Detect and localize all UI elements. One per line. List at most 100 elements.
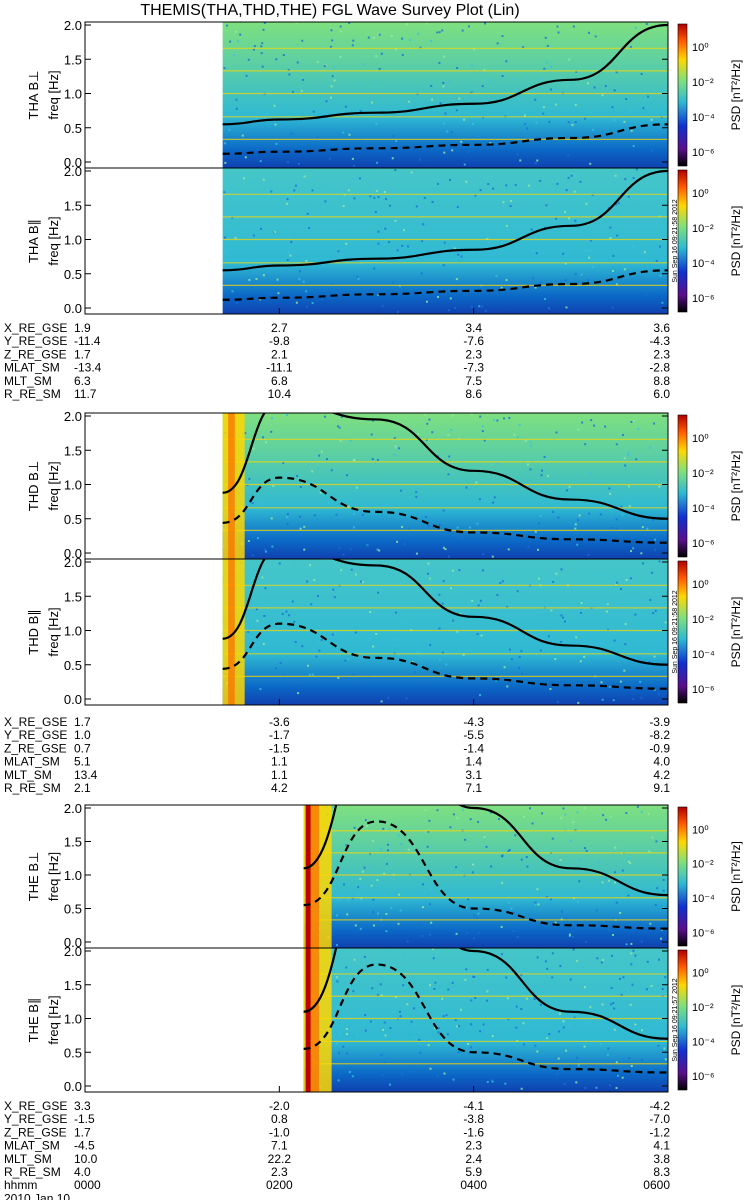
noise-pixel	[371, 458, 374, 461]
noise-pixel	[375, 632, 378, 635]
noise-pixel	[640, 696, 643, 699]
noise-pixel	[509, 205, 512, 208]
noise-pixel	[556, 1073, 559, 1076]
noise-pixel	[470, 91, 473, 94]
ephemeris-label: MLT_SM	[4, 374, 52, 388]
noise-pixel	[290, 291, 293, 294]
noise-pixel	[461, 29, 464, 32]
ephemeris-value: -1.5	[74, 1112, 95, 1126]
noise-pixel	[372, 840, 375, 843]
noise-pixel	[655, 259, 658, 262]
noise-pixel	[348, 22, 351, 25]
noise-pixel	[387, 696, 390, 699]
noise-pixel	[428, 418, 431, 421]
noise-pixel	[429, 1067, 432, 1070]
ephemeris-value: 1.9	[74, 321, 91, 335]
noise-pixel	[351, 897, 354, 900]
noise-pixel	[415, 552, 418, 555]
noise-pixel	[618, 953, 621, 956]
noise-pixel	[612, 1002, 615, 1005]
noise-pixel	[296, 475, 299, 478]
noise-pixel	[481, 430, 484, 433]
noise-pixel	[451, 981, 454, 984]
noise-pixel	[595, 983, 598, 986]
noise-pixel	[477, 931, 480, 934]
noise-pixel	[634, 613, 637, 616]
noise-pixel	[391, 157, 394, 160]
noise-pixel	[421, 906, 424, 909]
noise-pixel	[352, 674, 355, 677]
noise-pixel	[613, 1007, 616, 1010]
noise-pixel	[296, 587, 299, 590]
noise-pixel	[367, 36, 370, 39]
noise-pixel	[652, 612, 655, 615]
ephemeris-value: -4.5	[74, 1139, 95, 1153]
noise-pixel	[395, 140, 398, 143]
noise-pixel	[320, 450, 323, 453]
noise-pixel	[427, 1044, 430, 1047]
noise-pixel	[573, 1016, 576, 1019]
noise-pixel	[548, 120, 551, 123]
noise-pixel	[548, 1033, 551, 1036]
noise-pixel	[606, 1020, 609, 1023]
noise-pixel	[634, 1023, 637, 1026]
noise-pixel	[396, 310, 399, 313]
noise-pixel	[252, 447, 255, 450]
noise-pixel	[387, 849, 390, 852]
noise-pixel	[568, 933, 571, 936]
noise-pixel	[438, 31, 441, 34]
noise-pixel	[265, 441, 268, 444]
noise-pixel	[627, 857, 630, 860]
noise-pixel	[630, 1065, 633, 1068]
ephemeris-value: 13.4	[74, 768, 98, 782]
noise-pixel	[593, 424, 596, 427]
noise-pixel	[496, 462, 499, 465]
colorbar	[677, 23, 688, 167]
noise-pixel	[654, 538, 657, 541]
noise-pixel	[335, 976, 338, 979]
noise-pixel	[630, 942, 633, 945]
noise-pixel	[541, 78, 544, 81]
noise-pixel	[223, 236, 226, 239]
noise-pixel	[481, 425, 484, 428]
noise-pixel	[643, 251, 646, 254]
noise-pixel	[512, 912, 515, 915]
noise-pixel	[558, 1030, 561, 1033]
noise-pixel	[586, 82, 589, 85]
noise-pixel	[631, 983, 634, 986]
noise-pixel	[383, 1021, 386, 1024]
ephemeris-label: MLAT_SM	[4, 1139, 60, 1153]
noise-pixel	[544, 298, 547, 301]
noise-pixel	[505, 60, 508, 63]
noise-pixel	[305, 290, 308, 293]
y-tick-label: 0.5	[64, 1045, 82, 1060]
noise-pixel	[329, 45, 332, 48]
noise-pixel	[252, 48, 255, 51]
noise-pixel	[430, 85, 433, 88]
noise-pixel	[645, 23, 648, 26]
ephemeris-value: 3.4	[465, 321, 482, 335]
noise-pixel	[357, 886, 360, 889]
noise-pixel	[570, 83, 573, 86]
noise-pixel	[290, 240, 293, 243]
noise-pixel	[520, 973, 523, 976]
noise-pixel	[664, 1058, 667, 1061]
noise-pixel	[563, 606, 566, 609]
noise-pixel	[649, 446, 652, 449]
noise-pixel	[446, 1033, 449, 1036]
noise-pixel	[436, 809, 439, 812]
noise-pixel	[575, 870, 578, 873]
noise-pixel	[489, 811, 492, 814]
ephemeris-value: 1.1	[271, 768, 288, 782]
noise-pixel	[472, 863, 475, 866]
noise-pixel	[482, 1023, 485, 1026]
noise-pixel	[486, 990, 489, 993]
noise-pixel	[299, 485, 302, 488]
noise-pixel	[376, 912, 379, 915]
noise-pixel	[432, 957, 435, 960]
noise-pixel	[576, 959, 579, 962]
time-tick-label: 0400	[460, 1178, 487, 1192]
noise-pixel	[261, 65, 264, 68]
noise-pixel	[534, 286, 537, 289]
ephemeris-value: -3.9	[649, 715, 670, 729]
